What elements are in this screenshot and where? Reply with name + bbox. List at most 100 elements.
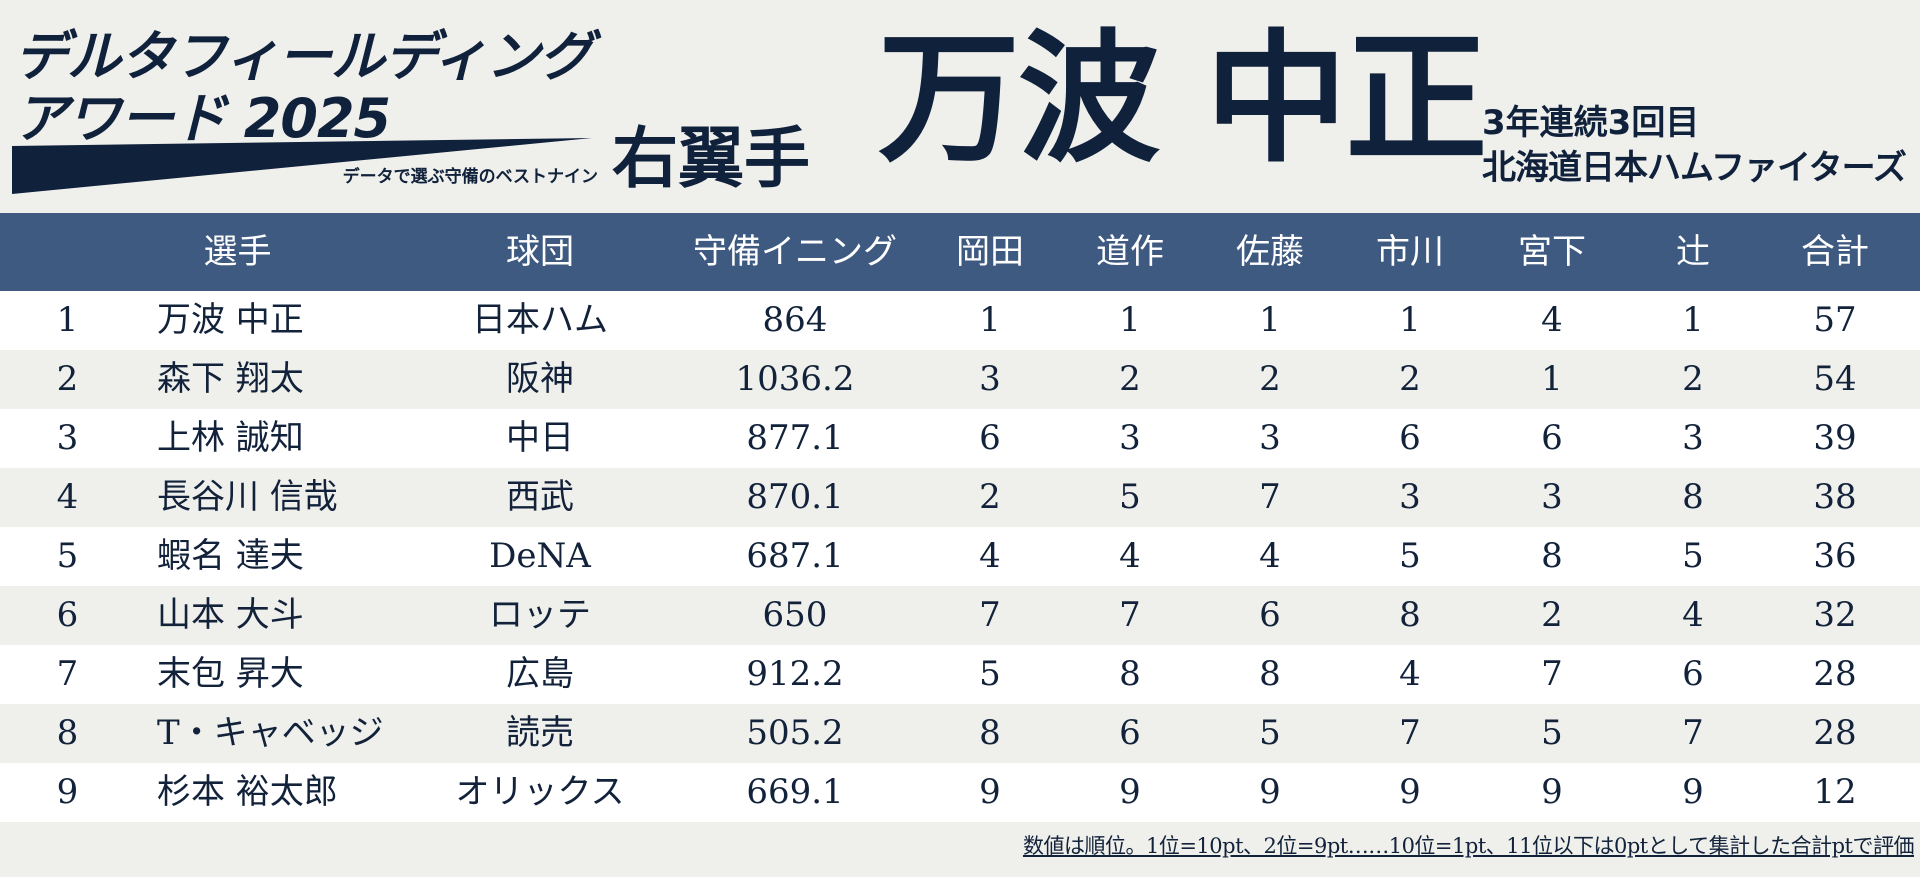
cell-judge-dosaku: 4 (1119, 536, 1141, 576)
cell-total: 12 (1813, 772, 1857, 812)
cell-judge-sato: 3 (1259, 418, 1281, 458)
table-body: 1 万波 中正 日本ハム 864 1 1 1 1 4 1 57 2 森下 翔太 … (0, 291, 1920, 822)
header-judge-sato: 佐藤 (1236, 232, 1304, 272)
cell-judge-sato: 9 (1259, 772, 1281, 812)
cell-innings: 650 (762, 595, 828, 635)
cell-innings: 687.1 (746, 536, 844, 576)
header-judge-ichikawa: 市川 (1376, 232, 1444, 272)
scoring-footnote: 数値は順位。1位=10pt、2位=9pt……10位=1pt、11位以下は0ptと… (1022, 834, 1915, 858)
cell-judge-miyashita: 3 (1541, 477, 1563, 517)
winner-streak: 3年連続3回目 (1482, 103, 1700, 143)
cell-rank: 1 (56, 300, 79, 340)
cell-judge-okada: 3 (979, 359, 1001, 399)
header-total: 合計 (1801, 232, 1869, 272)
cell-judge-okada: 1 (979, 300, 1001, 340)
table-row: 2 森下 翔太 阪神 1036.2 3 2 2 2 1 2 54 (0, 350, 1920, 409)
cell-judge-tsuji: 5 (1682, 536, 1704, 576)
cell-judge-miyashita: 4 (1541, 300, 1563, 340)
cell-judge-ichikawa: 5 (1399, 536, 1421, 576)
cell-innings: 877.1 (746, 418, 844, 458)
cell-judge-tsuji: 8 (1682, 477, 1704, 517)
header-judge-miyashita: 宮下 (1518, 232, 1586, 272)
cell-total: 39 (1813, 418, 1857, 458)
cell-judge-tsuji: 6 (1682, 654, 1704, 694)
cell-judge-miyashita: 9 (1541, 772, 1563, 812)
cell-judge-okada: 5 (979, 654, 1001, 694)
cell-judge-okada: 4 (979, 536, 1001, 576)
table-row: 1 万波 中正 日本ハム 864 1 1 1 1 4 1 57 (0, 291, 1920, 350)
cell-rank: 7 (56, 654, 79, 694)
cell-judge-dosaku: 5 (1119, 477, 1141, 517)
cell-judge-sato: 7 (1259, 477, 1281, 517)
cell-judge-tsuji: 3 (1682, 418, 1704, 458)
logo-swoosh-graphic (12, 138, 592, 194)
logo-title-line2: アワード 2025 (14, 87, 391, 150)
cell-player: 末包 昇大 (157, 654, 304, 694)
cell-team: 中日 (506, 418, 574, 458)
table-row: 7 末包 昇大 広島 912.2 5 8 8 4 7 6 28 (0, 645, 1920, 704)
cell-judge-miyashita: 1 (1541, 359, 1563, 399)
cell-innings: 669.1 (746, 772, 844, 812)
cell-judge-okada: 2 (979, 477, 1001, 517)
winner-name: 万波 中正 (878, 17, 1487, 182)
cell-team: 日本ハム (472, 300, 608, 340)
cell-team: 阪神 (506, 359, 574, 399)
table-header-row: 選手 球団 守備イニング 岡田 道作 佐藤 市川 宮下 辻 合計 (0, 213, 1920, 291)
cell-judge-okada: 8 (979, 713, 1001, 753)
cell-judge-sato: 4 (1259, 536, 1281, 576)
cell-judge-okada: 6 (979, 418, 1001, 458)
cell-judge-okada: 7 (979, 595, 1001, 635)
cell-judge-dosaku: 1 (1119, 300, 1141, 340)
cell-team: 広島 (506, 654, 574, 694)
cell-judge-sato: 1 (1259, 300, 1281, 340)
logo-subtitle: データで選ぶ守備のベストナイン (342, 167, 598, 187)
page-header: デルタフィールディング アワード 2025 データで選ぶ守備のベストナイン 右翼… (0, 0, 1920, 213)
position-label: 右翼手 (612, 120, 810, 197)
cell-judge-tsuji: 1 (1682, 300, 1704, 340)
cell-player: 蝦名 達夫 (157, 536, 304, 576)
cell-judge-tsuji: 9 (1682, 772, 1704, 812)
table-row: 9 杉本 裕太郎 オリックス 669.1 9 9 9 9 9 9 12 (0, 763, 1920, 822)
cell-judge-tsuji: 4 (1682, 595, 1704, 635)
cell-rank: 5 (56, 536, 79, 576)
cell-innings: 912.2 (746, 654, 844, 694)
cell-rank: 6 (56, 595, 79, 635)
cell-judge-miyashita: 8 (1541, 536, 1563, 576)
cell-team: 読売 (506, 713, 574, 753)
cell-team: DeNA (489, 536, 591, 576)
cell-judge-miyashita: 2 (1541, 595, 1563, 635)
winner-team: 北海道日本ハムファイターズ (1482, 148, 1907, 188)
cell-rank: 9 (56, 772, 79, 812)
cell-judge-okada: 9 (979, 772, 1001, 812)
cell-judge-ichikawa: 7 (1399, 713, 1421, 753)
cell-judge-dosaku: 2 (1119, 359, 1141, 399)
cell-judge-dosaku: 3 (1119, 418, 1141, 458)
cell-judge-tsuji: 2 (1682, 359, 1704, 399)
cell-total: 28 (1813, 713, 1857, 753)
cell-judge-ichikawa: 8 (1399, 595, 1421, 635)
cell-judge-dosaku: 9 (1119, 772, 1141, 812)
cell-rank: 4 (56, 477, 79, 517)
cell-rank: 3 (56, 418, 79, 458)
cell-player: 杉本 裕太郎 (157, 772, 338, 812)
cell-player: T・キャベッジ (157, 713, 384, 753)
ranking-table: 選手 球団 守備イニング 岡田 道作 佐藤 市川 宮下 辻 合計 1 万波 中正… (0, 213, 1920, 822)
award-logo: デルタフィールディング アワード 2025 データで選ぶ守備のベストナイン (10, 12, 600, 194)
cell-team: オリックス (455, 772, 625, 812)
cell-judge-tsuji: 7 (1682, 713, 1704, 753)
logo-title-line1: デルタフィールディング (14, 25, 593, 88)
table-row: 3 上林 誠知 中日 877.1 6 3 3 6 6 3 39 (0, 409, 1920, 468)
cell-judge-sato: 5 (1259, 713, 1281, 753)
cell-total: 38 (1813, 477, 1857, 517)
cell-innings: 864 (762, 300, 828, 340)
header-player: 選手 (203, 232, 272, 272)
cell-judge-miyashita: 6 (1541, 418, 1563, 458)
cell-total: 32 (1813, 595, 1857, 635)
cell-judge-dosaku: 8 (1119, 654, 1141, 694)
cell-total: 28 (1813, 654, 1857, 694)
cell-judge-sato: 8 (1259, 654, 1281, 694)
table-row: 4 長谷川 信哉 西武 870.1 2 5 7 3 3 8 38 (0, 468, 1920, 527)
cell-player: 長谷川 信哉 (157, 477, 338, 517)
cell-judge-miyashita: 7 (1541, 654, 1563, 694)
header-judge-okada: 岡田 (956, 232, 1024, 272)
